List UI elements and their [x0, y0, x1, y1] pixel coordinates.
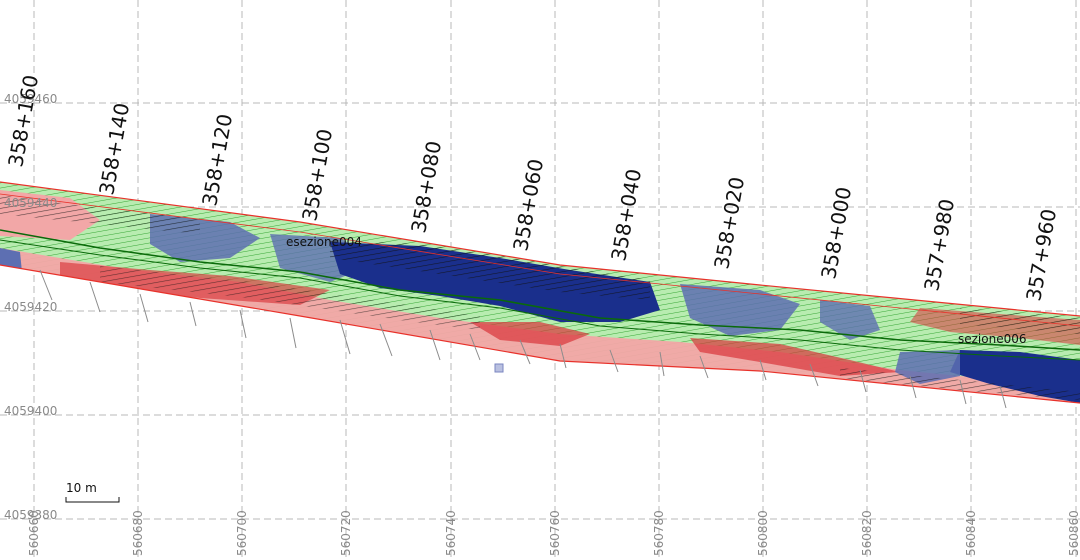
northing-labels: 4059460 4059440 4059420 4059400 4059380 [4, 92, 57, 522]
zone-black-hatch-main [330, 240, 650, 300]
section-label: esezione004 [286, 235, 362, 249]
station-label: 358+080 [406, 139, 446, 235]
easting-label: 560680 [131, 510, 145, 556]
scale-bar-line [65, 497, 120, 503]
zone-blue-right-small [820, 300, 880, 340]
section-label: sezione006 [958, 332, 1027, 346]
inner-upper-line [0, 193, 1080, 327]
upper-boundary-line [0, 181, 1080, 317]
station-label: 358+000 [816, 185, 856, 281]
station-label: 358+120 [197, 112, 237, 208]
easting-label: 560860 [1067, 510, 1080, 556]
station-label: 358+040 [606, 167, 646, 263]
station-label: 357+980 [919, 197, 959, 293]
station-label: 358+100 [297, 127, 337, 223]
easting-label: 560740 [444, 510, 458, 556]
cross-section-ticks [39, 269, 1007, 409]
zone-black-hatch-lower-left [100, 266, 480, 330]
northing-label: 4059460 [4, 92, 57, 106]
easting-label: 560820 [860, 510, 874, 556]
station-label: 358+060 [508, 157, 548, 253]
corridor-boundaries [0, 181, 1080, 404]
lower-boundary-line [0, 264, 1080, 404]
centerline [0, 229, 1080, 351]
point-marker[interactable] [494, 363, 504, 373]
northing-label: 4059380 [4, 508, 57, 522]
easting-label: 560700 [235, 510, 249, 556]
zone-black-hatch-left [0, 195, 200, 234]
station-label: 358+020 [709, 175, 749, 271]
station-label: 357+960 [1021, 207, 1061, 303]
easting-label: 560760 [548, 510, 562, 556]
easting-label: 560720 [339, 510, 353, 556]
scale-bar-label: 10 m [66, 481, 97, 495]
easting-label: 560660 [27, 510, 41, 556]
easting-label: 560780 [652, 510, 666, 556]
northing-label: 4059400 [4, 404, 57, 418]
station-label: 358+140 [94, 101, 134, 197]
zone-red-mid [470, 322, 590, 346]
easting-labels: 560660 560680 560700 560720 560740 56076… [27, 510, 1080, 556]
zone-blue-mid-right [680, 284, 800, 336]
zone-black-hatch-right [960, 308, 1080, 334]
northing-label: 4059440 [4, 196, 57, 210]
zone-red-right [690, 338, 900, 376]
easting-label: 560840 [964, 510, 978, 556]
zone-black-hatch-lower-right [840, 368, 1080, 400]
scale-bar: 10 m [65, 481, 120, 503]
centerline-2 [0, 239, 1080, 361]
easting-label: 560800 [756, 510, 770, 556]
northing-label: 4059420 [4, 300, 57, 314]
station-label: 358+160 [3, 73, 43, 169]
